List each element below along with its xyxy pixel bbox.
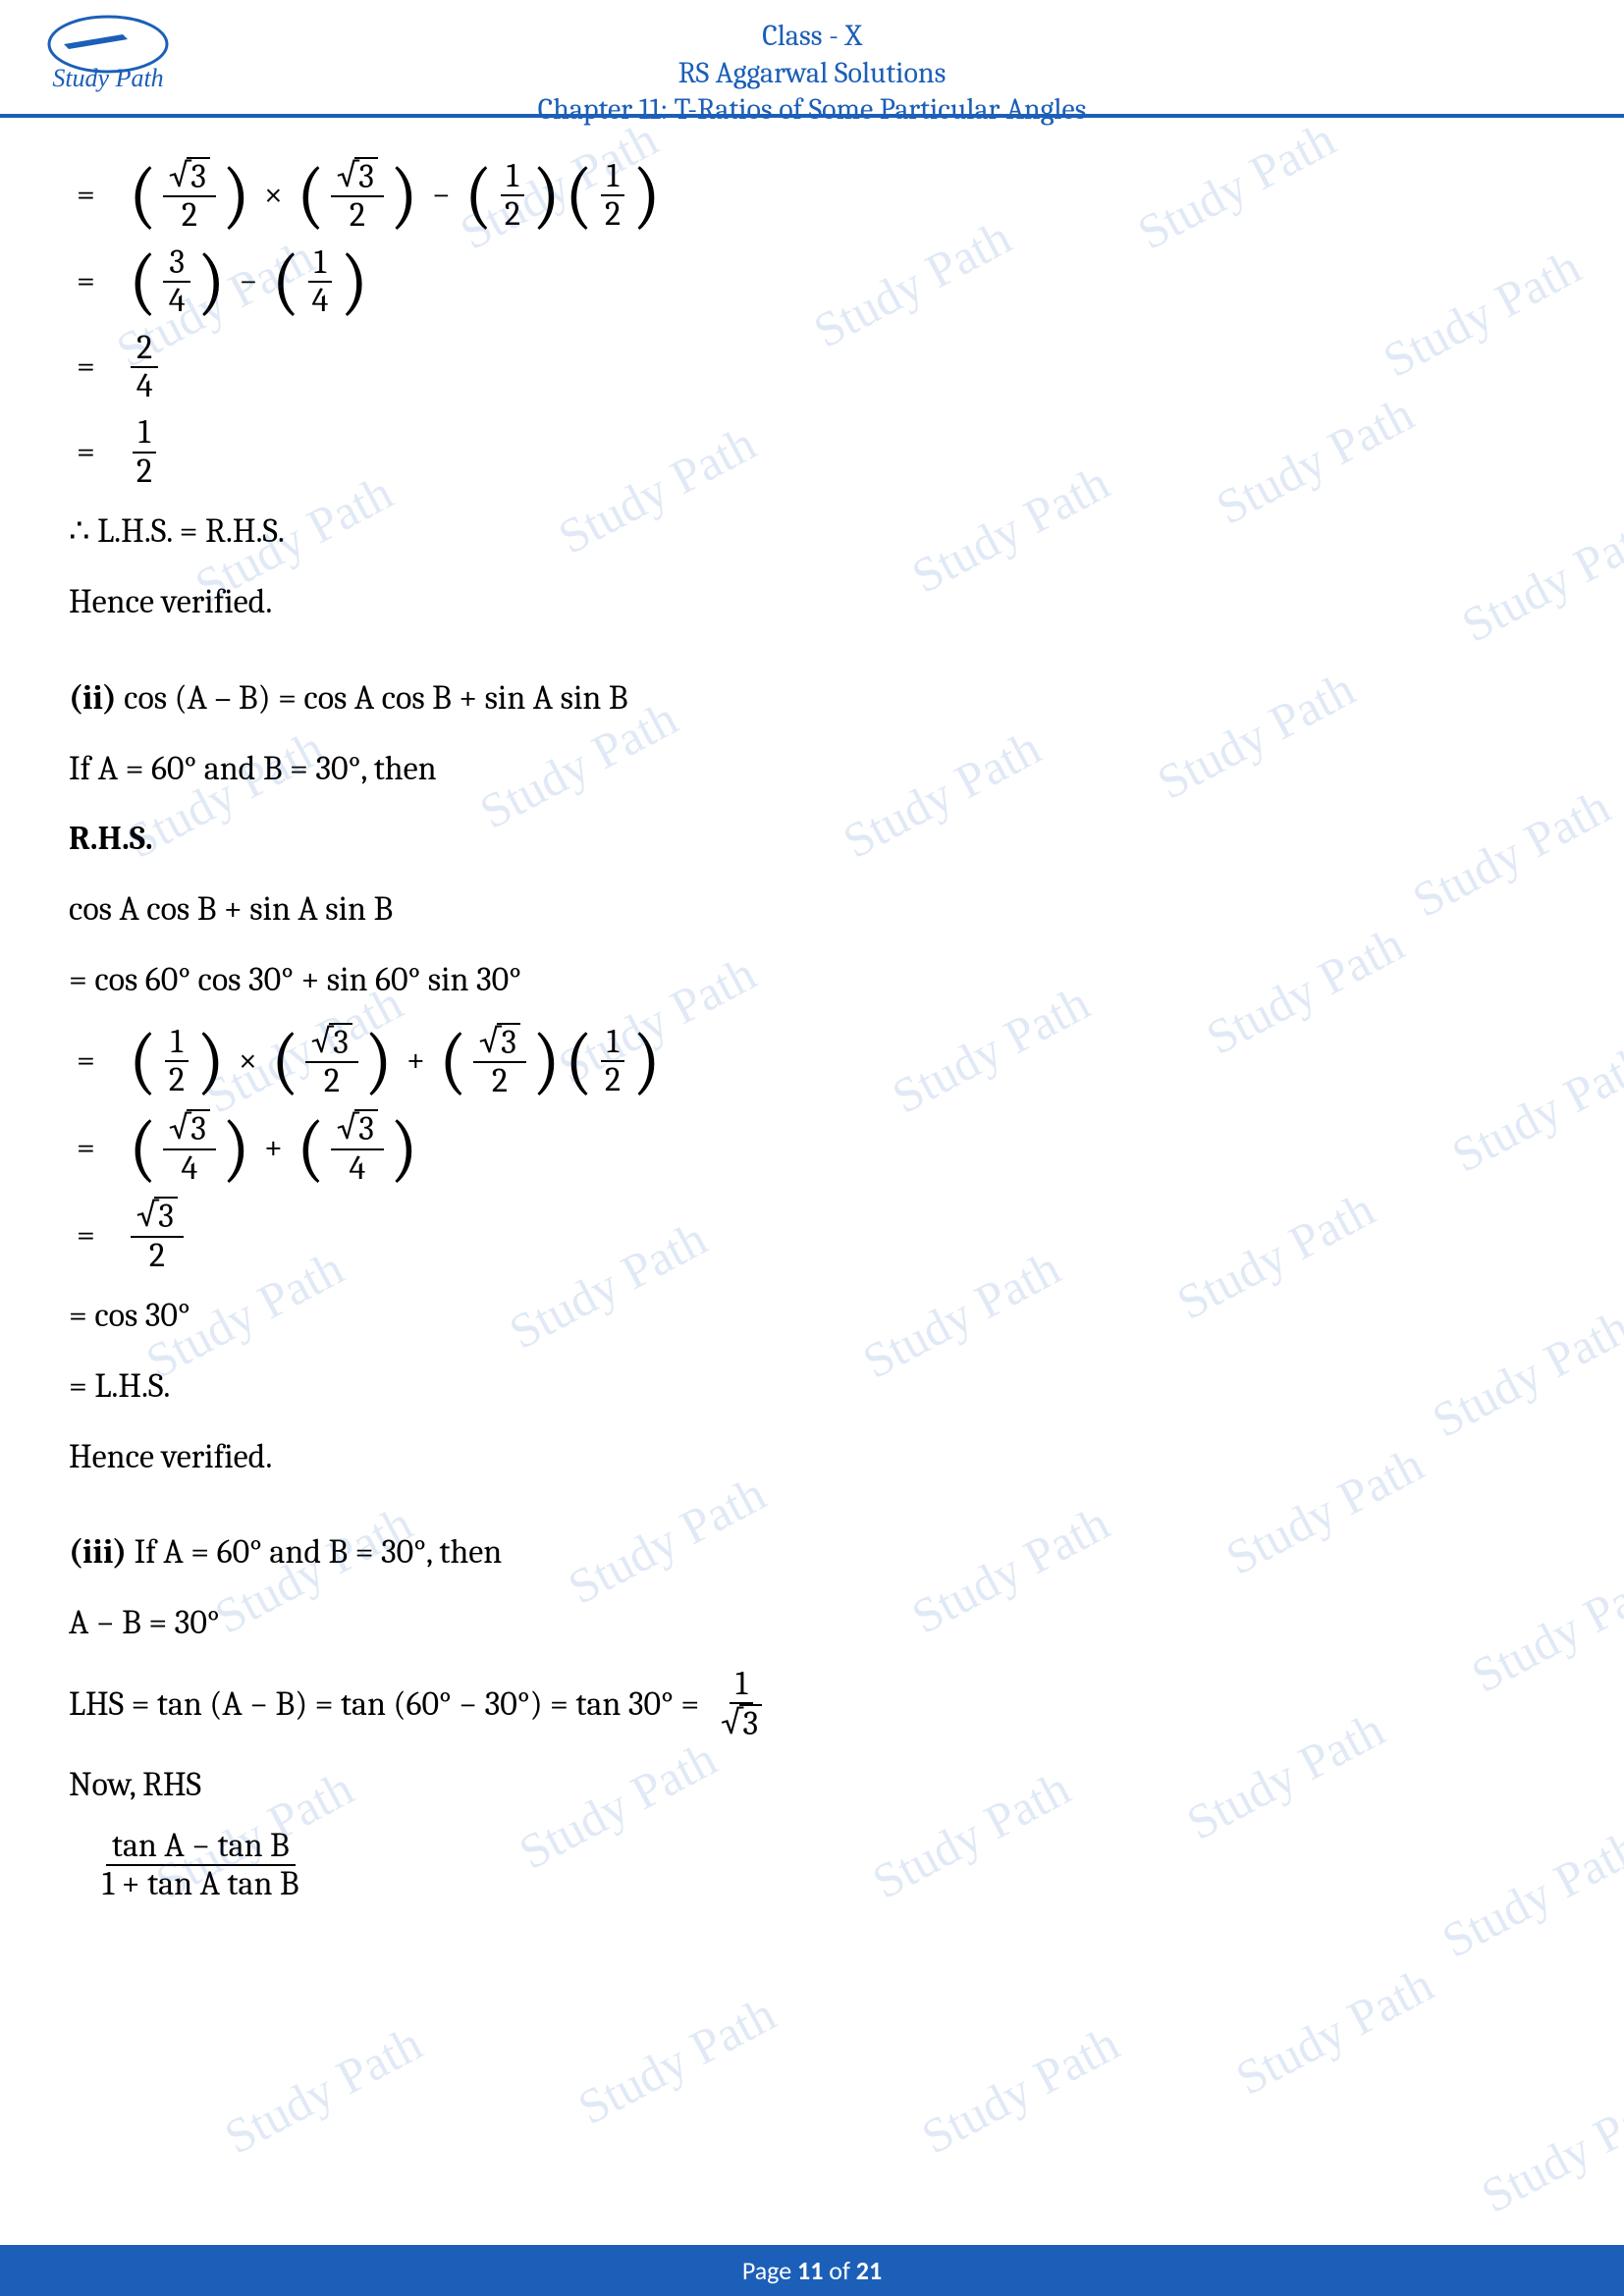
logo: Study Path bbox=[29, 10, 187, 98]
watermark: Study Path bbox=[568, 1985, 785, 2136]
iii-lhs: LHS = tan (A − B) = tan (60° − 30°) = ta… bbox=[69, 1666, 1555, 1743]
watermark: Study Path bbox=[1226, 1955, 1442, 2107]
watermark: Study Path bbox=[215, 2014, 431, 2165]
content: = ( √32 ) × ( √32 ) − ( 12 ) ( 12 ) = ( … bbox=[0, 118, 1624, 1902]
header-chapter: Chapter 11: T-Ratios of Some Particular … bbox=[0, 91, 1624, 129]
watermark: Study Path bbox=[912, 2014, 1128, 2165]
part-iii: (iii) If A = 60° and B = 30°, then bbox=[69, 1524, 1555, 1581]
ii-given: If A = 60° and B = 30°, then bbox=[69, 741, 1555, 798]
iii-rhs-frac: tan A − tan B 1 + tan A tan B bbox=[69, 1828, 1555, 1903]
rhs-step-5: = √32 bbox=[69, 1197, 1555, 1274]
rhs-step-2: = cos 60° cos 30° + sin 60° sin 30° bbox=[69, 952, 1555, 1009]
watermark: Study Path bbox=[1472, 2073, 1624, 2224]
rhs-step-7: = L.H.S. bbox=[69, 1359, 1555, 1415]
eq-line-1: = ( √32 ) × ( √32 ) − ( 12 ) ( 12 ) bbox=[69, 157, 1555, 235]
iii-ab: A − B = 30° bbox=[69, 1595, 1555, 1652]
rhs-label: R.H.S. bbox=[69, 811, 1555, 868]
lhs-rhs-conclusion: ∴ L.H.S. = R.H.S. bbox=[69, 504, 1555, 561]
hence-verified-2: Hence verified. bbox=[69, 1429, 1555, 1486]
rhs-step-6: = cos 30° bbox=[69, 1288, 1555, 1345]
hence-verified-1: Hence verified. bbox=[69, 574, 1555, 631]
eq-line-2: = ( 34 ) − ( 14 ) bbox=[69, 244, 1555, 320]
part-ii: (ii) cos (A – B) = cos A cos B + sin A s… bbox=[69, 670, 1555, 727]
header-class: Class - X bbox=[0, 18, 1624, 55]
eq-line-4: = 12 bbox=[69, 414, 1555, 490]
page-footer: Page 11 of 21 bbox=[0, 2245, 1624, 2296]
eq-line-3: = 24 bbox=[69, 330, 1555, 405]
svg-text:Study Path: Study Path bbox=[52, 64, 163, 92]
header-book: RS Aggarwal Solutions bbox=[0, 55, 1624, 92]
rhs-step-3: = ( 12 ) × ( √32 ) + ( √32 ) ( 12 ) bbox=[69, 1023, 1555, 1100]
page-header: Study Path Class - X RS Aggarwal Solutio… bbox=[0, 0, 1624, 118]
rhs-step-4: = ( √34 ) + ( √34 ) bbox=[69, 1109, 1555, 1187]
rhs-step-1: cos A cos B + sin A sin B bbox=[69, 881, 1555, 938]
iii-now-rhs: Now, RHS bbox=[69, 1757, 1555, 1814]
